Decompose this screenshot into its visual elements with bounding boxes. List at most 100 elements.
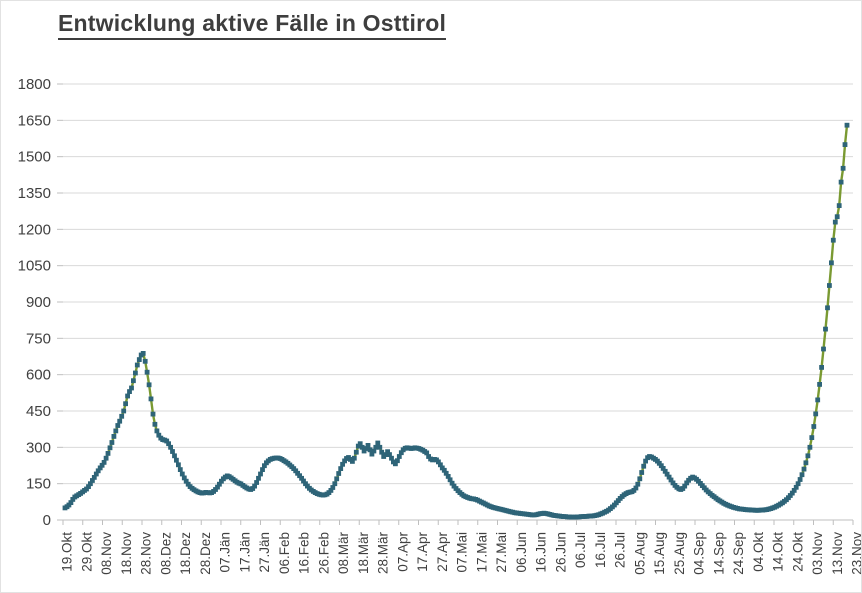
data-point-marker — [682, 483, 688, 489]
data-point-marker — [86, 484, 91, 489]
y-axis-tick-label: 450 — [26, 403, 51, 420]
x-axis-tick-label: 08.Mär — [336, 532, 351, 575]
y-axis-tick-label: 150 — [26, 476, 51, 493]
data-point-marker — [101, 460, 107, 465]
data-point-marker — [825, 305, 830, 311]
data-point-marker — [637, 476, 643, 482]
data-point-marker — [97, 465, 103, 471]
data-point-marker — [215, 484, 220, 490]
data-point-marker — [113, 428, 119, 434]
x-axis-tick-label: 13.Nov — [830, 532, 845, 575]
x-axis-tick-label: 14.Sep — [711, 532, 726, 575]
data-point-marker — [789, 490, 795, 496]
data-point-marker — [441, 467, 447, 473]
data-point-marker — [115, 423, 121, 428]
data-point-marker — [164, 438, 170, 444]
x-axis-tick-label: 08.Nov — [99, 532, 114, 575]
x-axis-tick-label: 28.Mär — [376, 532, 391, 575]
x-axis-tick-label: 16.Feb — [297, 532, 312, 574]
data-point-marker — [258, 471, 263, 477]
y-axis-tick-label: 600 — [26, 367, 51, 384]
data-point-marker — [338, 466, 344, 471]
x-axis-tick-label: 06.Jun — [514, 532, 529, 573]
series-markers — [62, 122, 850, 520]
data-point-marker — [254, 480, 259, 485]
y-axis-tick-label: 300 — [26, 439, 51, 456]
data-point-marker — [361, 448, 367, 454]
x-axis-tick-label: 17.Jän — [237, 532, 252, 573]
data-point-marker — [170, 449, 175, 454]
x-axis-tick-label: 24.Okt — [790, 532, 805, 572]
y-axis-tick-label: 1200 — [18, 221, 51, 238]
data-point-marker — [260, 467, 265, 472]
data-point-marker — [109, 440, 115, 445]
data-point-marker — [154, 428, 160, 434]
data-point-marker — [103, 455, 109, 461]
data-point-marker — [340, 461, 345, 467]
data-point-marker — [844, 122, 850, 128]
data-point-marker — [447, 477, 453, 483]
data-point-marker — [813, 411, 819, 417]
data-point-marker — [140, 351, 146, 356]
data-point-marker — [133, 370, 138, 376]
x-axis-tick-label: 15.Aug — [652, 532, 667, 575]
x-axis-tick-label: 06.Feb — [277, 532, 292, 574]
x-axis-tick-label: 18.Nov — [119, 532, 134, 575]
x-axis-tick-label: 18.Dez — [178, 532, 193, 575]
data-point-marker — [111, 434, 117, 439]
data-point-marker — [129, 385, 134, 391]
data-point-marker — [90, 478, 95, 483]
data-point-marker — [817, 382, 822, 387]
data-point-marker — [351, 455, 357, 461]
data-point-marker — [172, 453, 177, 459]
data-point-marker — [359, 444, 365, 450]
data-point-marker — [148, 396, 154, 402]
data-point-marker — [658, 463, 664, 469]
data-point-marker — [830, 237, 836, 243]
data-point-marker — [144, 369, 150, 375]
data-point-marker — [293, 468, 299, 474]
series-line — [64, 125, 849, 519]
data-point-marker — [365, 443, 371, 448]
data-point-marker — [299, 475, 304, 481]
x-axis-tick-label: 17.Apr — [415, 532, 430, 572]
data-point-marker — [643, 458, 648, 464]
x-axis-tick-label: 27.Jän — [257, 532, 272, 573]
chart-title: Entwicklung aktive Fälle in Osttirol — [58, 10, 447, 40]
data-point-marker — [803, 460, 809, 466]
data-point-marker — [379, 449, 385, 455]
data-point-marker — [443, 470, 449, 476]
x-axis-tick-label: 23.Nov — [850, 532, 862, 575]
x-axis-tick-label: 06.Jul — [573, 532, 588, 568]
x-axis-tick-label: 07.Apr — [395, 532, 410, 572]
data-point-marker — [426, 454, 431, 459]
data-point-marker — [373, 444, 379, 450]
data-point-marker — [377, 444, 383, 450]
data-point-marker — [156, 432, 162, 438]
x-axis-tick-label: 18.Mär — [356, 532, 371, 575]
data-point-marker — [795, 481, 801, 487]
data-point-marker — [91, 475, 97, 480]
data-point-marker — [385, 449, 390, 455]
data-point-marker — [633, 485, 639, 491]
x-axis-tick-label: 14.Okt — [771, 532, 786, 572]
data-point-marker — [355, 443, 361, 449]
data-point-marker — [168, 444, 173, 450]
data-point-marker — [424, 450, 430, 456]
data-point-marker — [829, 260, 834, 266]
x-axis-tick-label: 27.Apr — [435, 532, 450, 572]
x-axis-tick-label: 17.Mai — [474, 532, 489, 573]
x-axis-tick-label: 03.Nov — [810, 532, 825, 575]
data-point-marker — [152, 421, 158, 427]
data-point-marker — [369, 451, 375, 457]
x-axis-tick-label: 16.Jun — [534, 532, 549, 573]
data-point-marker — [842, 142, 848, 147]
data-point-marker — [262, 463, 267, 469]
data-point-marker — [332, 481, 338, 487]
data-point-marker — [121, 408, 127, 414]
data-point-marker — [131, 378, 136, 384]
y-axis-tick-label: 1650 — [18, 112, 51, 129]
data-point-marker — [799, 472, 805, 478]
data-point-marker — [119, 413, 125, 419]
